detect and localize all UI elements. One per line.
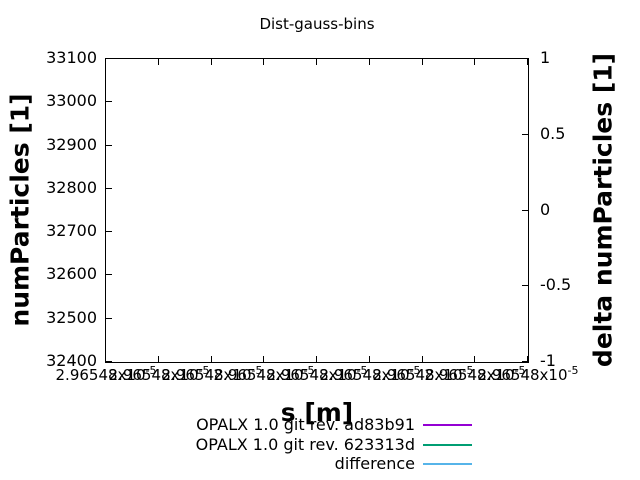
x-tick-mark — [316, 356, 317, 362]
x-tick-mark — [369, 356, 370, 362]
y-right-tick-label: 1 — [540, 48, 551, 67]
x-tick-exponent: -5 — [303, 364, 315, 377]
x-tick-mantissa: 2.96548x10 — [55, 366, 146, 384]
x-tick-exponent: -5 — [409, 364, 421, 377]
x-tick-label: 2.96548x10-5 — [194, 364, 334, 386]
x-tick-exponent: -5 — [251, 364, 263, 377]
y-left-tick-mark — [106, 101, 112, 102]
y-right-tick-mark — [522, 285, 528, 286]
x-tick-mark — [474, 356, 475, 362]
x-tick-exponent: -5 — [514, 364, 526, 377]
x-tick-mantissa: 2.96548x10 — [213, 366, 304, 384]
x-tick-exponent: -5 — [145, 364, 157, 377]
y-right-tick-mark — [522, 58, 528, 59]
x-tick-label: 2.96548x10-5 — [300, 364, 440, 386]
x-tick-mantissa: 2.96548x10 — [266, 366, 357, 384]
x-tick-mantissa: 2.96548x10 — [477, 366, 568, 384]
y-right-tick-label: -0.5 — [540, 275, 572, 294]
x-tick-mantissa: 2.96548x10 — [161, 366, 252, 384]
y-right-tick-label: -1 — [540, 351, 556, 370]
x-tick-exponent: -5 — [356, 364, 368, 377]
y-left-tick-mark — [106, 274, 112, 275]
legend-row: OPALX 1.0 git rev. 623313d — [0, 435, 640, 455]
y-right-tick-label: 0.5 — [540, 124, 566, 143]
y-left-tick-mark — [106, 318, 112, 319]
y-left-tick-label: 32900 — [46, 135, 97, 154]
y-left-axis-title: numParticles [1] — [5, 93, 35, 327]
legend-label: OPALX 1.0 git rev. 623313d — [195, 434, 415, 454]
x-tick-exponent: -5 — [567, 364, 579, 377]
x-tick-mark — [263, 356, 264, 362]
plot-area — [105, 58, 529, 363]
y-left-tick-label: 33100 — [46, 48, 97, 67]
x-tick-mantissa: 2.96548x10 — [424, 366, 515, 384]
x-tick-mantissa: 2.96548x10 — [372, 366, 463, 384]
x-tick-mark — [158, 59, 159, 65]
x-tick-mark — [527, 59, 528, 65]
x-tick-mark — [105, 59, 106, 65]
y-left-tick-label: 32800 — [46, 178, 97, 197]
x-tick-mark — [211, 356, 212, 362]
legend-line-sample — [423, 443, 472, 446]
x-tick-label: 2.96548x10-5 — [89, 364, 229, 386]
x-tick-mark — [263, 59, 264, 65]
x-tick-mark — [369, 59, 370, 65]
x-tick-mark — [158, 356, 159, 362]
y-left-tick-label: 32500 — [46, 308, 97, 327]
y-left-tick-label: 32400 — [46, 351, 97, 370]
x-tick-mark — [316, 59, 317, 65]
x-tick-label: 2.96548x10-5 — [247, 364, 387, 386]
x-tick-label: 2.96548x10-5 — [36, 364, 176, 386]
x-tick-mantissa: 2.96548x10 — [319, 366, 410, 384]
y-left-tick-label: 32600 — [46, 264, 97, 283]
y-left-tick-mark — [106, 361, 112, 362]
x-tick-mark — [527, 356, 528, 362]
legend-row: difference — [0, 454, 640, 474]
legend-label: difference — [334, 454, 415, 473]
x-tick-label: 2.96548x10-5 — [405, 364, 545, 386]
x-tick-exponent: -5 — [462, 364, 474, 377]
y-right-tick-mark — [522, 361, 528, 362]
y-left-tick-mark — [106, 231, 112, 232]
y-left-tick-mark — [106, 145, 112, 146]
x-tick-mark — [105, 356, 106, 362]
y-right-tick-mark — [522, 210, 528, 211]
x-tick-label: 2.96548x10-5 — [142, 364, 282, 386]
chart-title: Dist-gauss-bins — [259, 15, 375, 33]
y-left-tick-mark — [106, 58, 112, 59]
x-tick-label: 2.96548x10-5 — [458, 364, 598, 386]
y-right-tick-label: 0 — [540, 200, 551, 219]
y-left-tick-label: 32700 — [46, 221, 97, 240]
x-tick-exponent: -5 — [198, 364, 210, 377]
x-tick-mark — [422, 356, 423, 362]
x-tick-mark — [422, 59, 423, 65]
x-tick-mantissa: 2.96548x10 — [108, 366, 199, 384]
y-left-tick-mark — [106, 188, 112, 189]
x-axis-title: s [m] — [280, 398, 354, 427]
legend-line-sample — [423, 463, 472, 465]
x-tick-label: 2.96548x10-5 — [353, 364, 493, 386]
x-tick-mark — [211, 59, 212, 65]
x-tick-mark — [474, 59, 475, 65]
y-right-tick-mark — [522, 134, 528, 135]
y-left-tick-label: 33000 — [46, 91, 97, 110]
